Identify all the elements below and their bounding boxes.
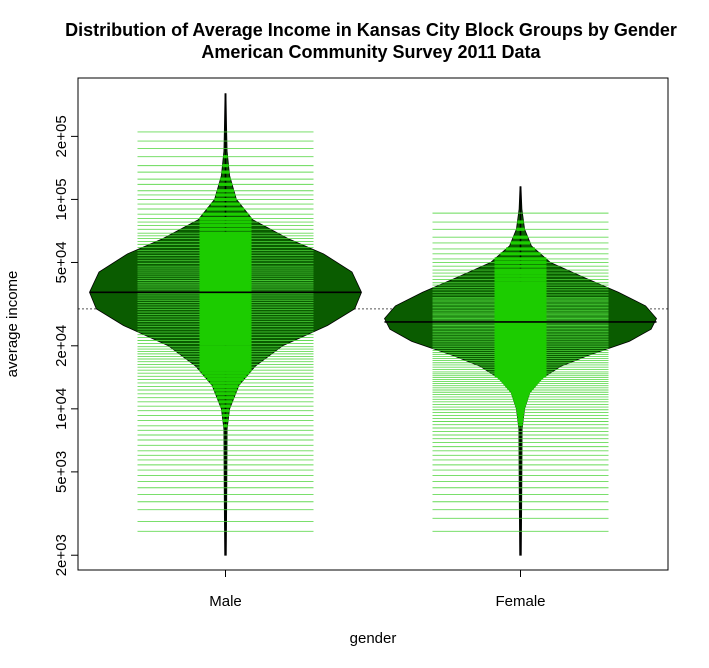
y-tick-label: 2e+05 <box>53 115 70 157</box>
x-axis-label: gender <box>350 630 397 647</box>
bean-male <box>89 93 362 556</box>
y-tick-label: 1e+04 <box>53 388 70 430</box>
y-tick-label: 2e+04 <box>53 325 70 367</box>
x-tick-label: Female <box>495 593 545 610</box>
x-tick-label: Male <box>209 593 242 610</box>
chart-subtitle: American Community Survey 2011 Data <box>201 42 541 62</box>
y-axis: 2e+03 5e+03 1e+04 2e+04 5e+04 1e+05 2e+05 <box>53 115 79 576</box>
bean-female <box>384 186 657 556</box>
plot-area <box>78 93 668 556</box>
y-tick-label: 2e+03 <box>53 534 70 576</box>
y-tick-label: 5e+04 <box>53 241 70 283</box>
y-tick-label: 5e+03 <box>53 451 70 493</box>
chart-title: Distribution of Average Income in Kansas… <box>65 20 677 40</box>
y-tick-label: 1e+05 <box>53 178 70 220</box>
x-axis: Male Female <box>209 570 546 610</box>
y-axis-label: average income <box>4 271 21 378</box>
